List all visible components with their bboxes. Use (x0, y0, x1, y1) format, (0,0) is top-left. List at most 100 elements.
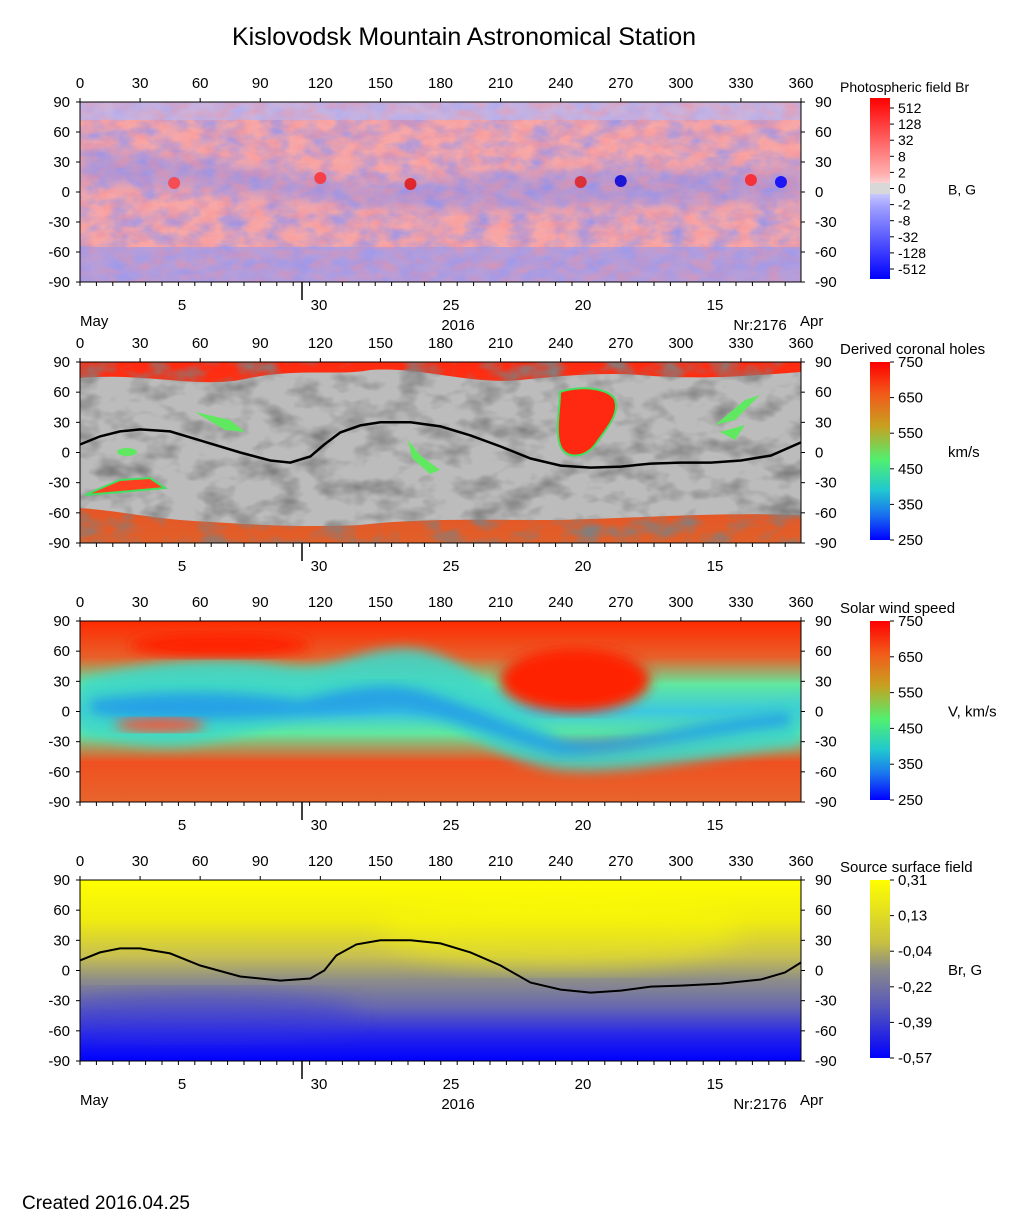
y-tick-label-right: 90 (815, 354, 832, 371)
x-tick-label: 30 (132, 75, 149, 92)
y-tick-label-left: -60 (48, 764, 70, 781)
x-tick-label: 180 (428, 335, 453, 352)
colorbar-tick-label: 450 (898, 461, 923, 478)
date-tick-label: 25 (443, 1076, 460, 1093)
y-tick-label-left: 30 (53, 154, 70, 171)
colorbar-tick-label: -128 (898, 245, 926, 261)
colorbar-unit: Br, G (948, 962, 982, 979)
date-tick-label: 5 (178, 297, 186, 314)
y-tick-label-left: 30 (53, 932, 70, 949)
colorbar-tick-label: -512 (898, 261, 926, 277)
date-tick-label: 30 (311, 558, 328, 575)
x-tick-label: 210 (488, 335, 513, 352)
y-tick-label-left: -60 (48, 244, 70, 261)
y-tick-label-left: -90 (48, 535, 70, 552)
date-tick-label: 15 (707, 1076, 724, 1093)
x-tick-label: 30 (132, 853, 149, 870)
colorbar (870, 362, 890, 540)
y-tick-label-left: 0 (62, 963, 70, 980)
y-tick-label-right: 60 (815, 902, 832, 919)
x-tick-label: 300 (668, 335, 693, 352)
y-tick-label-left: 60 (53, 384, 70, 401)
x-tick-label: 270 (608, 594, 633, 611)
x-tick-label: 120 (308, 594, 333, 611)
colorbar-tick-label: 350 (898, 756, 923, 773)
date-tick-label: 5 (178, 817, 186, 834)
colorbar-tick-label: -32 (898, 229, 918, 245)
x-tick-label: 120 (308, 335, 333, 352)
y-tick-label-right: 0 (815, 963, 823, 980)
map-image (80, 362, 801, 543)
colorbar-tick-label: 750 (898, 354, 923, 371)
x-tick-label: 300 (668, 594, 693, 611)
y-tick-label-right: -60 (815, 505, 837, 522)
y-tick-label-right: 30 (815, 673, 832, 690)
month-right-label: Apr (800, 313, 823, 330)
date-tick-label: 25 (443, 558, 460, 575)
x-tick-label: 90 (252, 594, 269, 611)
date-tick-label: 15 (707, 558, 724, 575)
colorbar-unit: km/s (948, 444, 980, 461)
x-tick-label: 240 (548, 853, 573, 870)
x-tick-label: 330 (728, 594, 753, 611)
colorbar-tick-label: 250 (898, 532, 923, 549)
map-image (80, 621, 801, 802)
y-tick-label-right: 0 (815, 704, 823, 721)
x-tick-label: 300 (668, 853, 693, 870)
y-tick-label-left: -90 (48, 1053, 70, 1070)
y-tick-label-left: 30 (53, 414, 70, 431)
x-tick-label: 360 (788, 594, 813, 611)
y-tick-label-right: -90 (815, 274, 837, 291)
y-tick-label-right: 30 (815, 932, 832, 949)
y-tick-label-left: -90 (48, 274, 70, 291)
y-tick-label-left: -90 (48, 794, 70, 811)
colorbar-tick-label: -8 (898, 213, 911, 229)
y-tick-label-right: 30 (815, 414, 832, 431)
y-tick-label-right: -30 (815, 734, 837, 751)
x-tick-label: 180 (428, 75, 453, 92)
x-tick-label: 270 (608, 335, 633, 352)
colorbar-title: Solar wind speed (840, 600, 955, 617)
date-tick-label: 15 (707, 297, 724, 314)
colorbar-tick-label: 750 (898, 613, 923, 630)
x-tick-label: 0 (76, 594, 84, 611)
x-tick-label: 60 (192, 853, 209, 870)
colorbar-unit: B, G (948, 182, 976, 198)
x-tick-label: 120 (308, 75, 333, 92)
colorbar-tick-label: -0,57 (898, 1050, 932, 1067)
x-tick-label: 0 (76, 335, 84, 352)
colorbar-tick-label: 650 (898, 649, 923, 666)
month-left-label: May (80, 313, 109, 330)
year-label: 2016 (441, 1096, 474, 1113)
x-tick-label: 210 (488, 853, 513, 870)
x-tick-label: 150 (368, 853, 393, 870)
x-tick-label: 60 (192, 75, 209, 92)
year-label: 2016 (441, 317, 474, 334)
colorbar-tick-label: 32 (898, 132, 914, 148)
y-tick-label-left: 60 (53, 124, 70, 141)
colorbar-tick-label: -2 (898, 197, 911, 213)
x-tick-label: 120 (308, 853, 333, 870)
y-tick-label-right: -60 (815, 1023, 837, 1040)
colorbar-tick-label: 128 (898, 116, 922, 132)
date-tick-label: 5 (178, 1076, 186, 1093)
x-tick-label: 240 (548, 335, 573, 352)
x-tick-label: 180 (428, 853, 453, 870)
y-tick-label-right: -90 (815, 794, 837, 811)
x-tick-label: 360 (788, 75, 813, 92)
y-tick-label-right: 60 (815, 384, 832, 401)
page-title: Kislovodsk Mountain Astronomical Station (232, 23, 696, 51)
y-tick-label-left: 90 (53, 613, 70, 630)
colorbar-tick-label: 0 (898, 181, 906, 197)
x-tick-label: 330 (728, 335, 753, 352)
date-tick-label: 25 (443, 817, 460, 834)
month-right-label: Apr (800, 1092, 823, 1109)
colorbar-tick-label: 550 (898, 425, 923, 442)
x-tick-label: 150 (368, 75, 393, 92)
x-tick-label: 180 (428, 594, 453, 611)
date-tick-label: 20 (575, 297, 592, 314)
y-tick-label-left: 90 (53, 94, 70, 111)
